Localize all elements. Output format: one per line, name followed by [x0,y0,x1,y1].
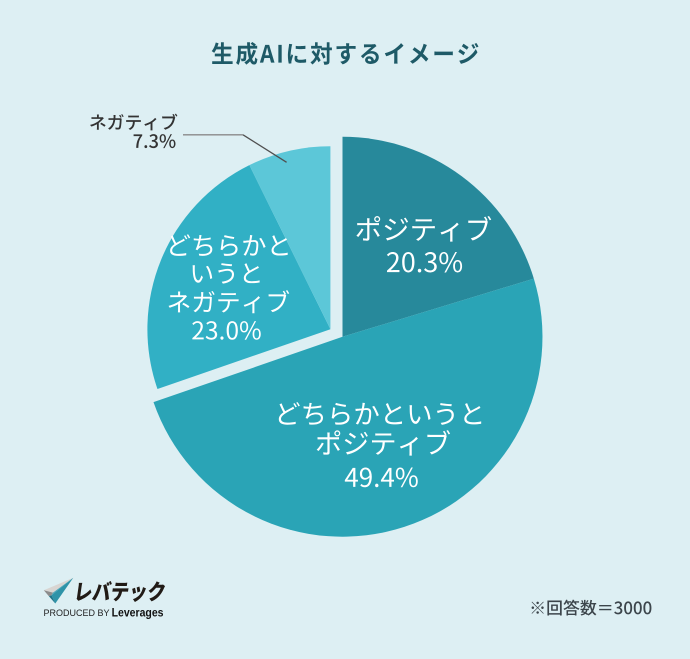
svg-text:Leverages: Leverages [112,607,164,620]
svg-text:PRODUCED BY: PRODUCED BY [44,608,110,618]
